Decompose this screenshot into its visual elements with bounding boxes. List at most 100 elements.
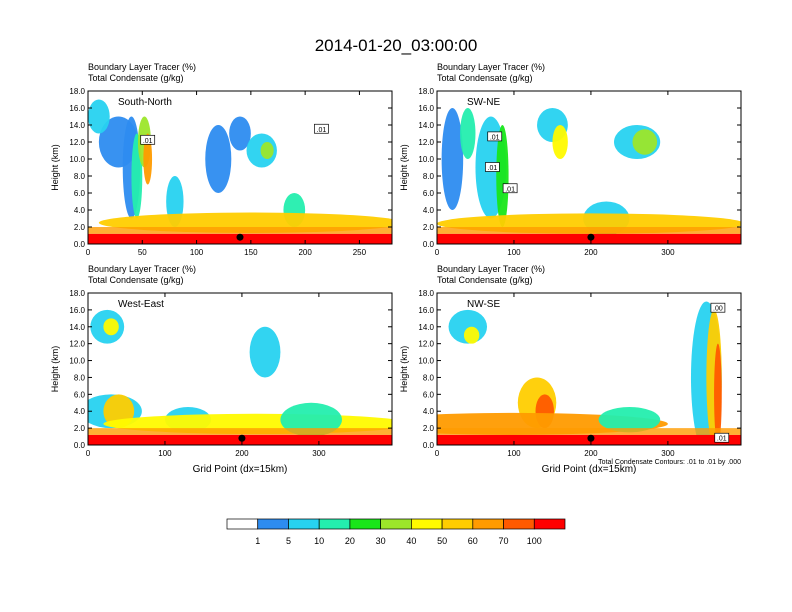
panel-subtitle-condensate: Total Condensate (g/kg) <box>437 73 533 83</box>
colorbar-label: 100 <box>527 536 542 546</box>
tracer-field <box>437 108 741 244</box>
x-tick-label: 200 <box>235 449 249 458</box>
panel-label: South-North <box>118 97 172 108</box>
y-tick-label: 18.0 <box>69 289 85 298</box>
y-tick-label: 14.0 <box>69 323 85 332</box>
y-tick-label: 18.0 <box>418 87 434 96</box>
colorbar-swatch <box>441 518 474 530</box>
y-tick-label: 8.0 <box>423 373 435 382</box>
y-tick-label: 10.0 <box>69 357 85 366</box>
y-tick-label: 18.0 <box>69 87 85 96</box>
colorbar-label: 40 <box>406 536 416 546</box>
panel-4: 0.0 2.0 4.0 6.0 8.0 10.0 12.0 14.0 16.0 18.0 0 100 2… <box>399 264 742 475</box>
y-tick-label: 8.0 <box>423 172 435 181</box>
contour-label: .01 <box>143 138 153 145</box>
x-tick-label: 100 <box>158 449 172 458</box>
field-blob <box>280 402 342 437</box>
field-blob <box>460 108 476 159</box>
y-axis-label: Height (km) <box>50 144 60 191</box>
y-tick-label: 2.0 <box>423 223 435 232</box>
x-tick-label: 0 <box>435 248 440 257</box>
plot-frame <box>87 292 393 446</box>
y-tick-label: 0.0 <box>74 441 86 450</box>
y-tick-label: 16.0 <box>69 306 85 315</box>
colorbar: 1 5 10 20 30 40 50 60 70 100 <box>226 518 566 546</box>
colorbar-label: 30 <box>376 536 386 546</box>
colorbar-label: 20 <box>345 536 355 546</box>
field-blob <box>552 125 568 159</box>
y-tick-label: 16.0 <box>69 104 85 113</box>
contour-label: .00 <box>713 306 723 313</box>
colorbar-label: 10 <box>314 536 324 546</box>
x-tick-label: 0 <box>86 449 91 458</box>
y-tick-label: 14.0 <box>69 121 85 130</box>
y-tick-label: 10.0 <box>69 155 85 164</box>
contour-note: Total Condensate Contours: .01 to .01 by… <box>598 459 741 466</box>
y-tick-label: 0.0 <box>423 441 435 450</box>
y-tick-label: 10.0 <box>418 155 434 164</box>
contour-label-box <box>714 432 730 443</box>
contour-label: .01 <box>717 436 727 443</box>
panel-3: 0.0 2.0 4.0 6.0 8.0 10.0 12.0 14.0 16.0 18.0 0 100 2… <box>50 264 393 475</box>
location-marker <box>238 434 246 442</box>
colorbar-label: 50 <box>437 536 447 546</box>
y-tick-label: 12.0 <box>418 340 434 349</box>
x-tick-label: 100 <box>507 248 521 257</box>
contour-label-box <box>140 134 156 145</box>
y-tick-label: 2.0 <box>423 424 435 433</box>
y-axis-label: Height (km) <box>399 144 409 191</box>
panel-subtitle-tracer: Boundary Layer Tracer (%) <box>437 62 545 72</box>
x-tick-label: 300 <box>312 449 326 458</box>
x-tick-label: 100 <box>190 248 204 257</box>
x-tick-label: 300 <box>661 248 675 257</box>
surface-layer <box>88 227 392 234</box>
y-tick-label: 12.0 <box>418 138 434 147</box>
y-tick-label: 14.0 <box>418 323 434 332</box>
field-blob <box>205 125 232 193</box>
panel-label: West-East <box>118 299 164 310</box>
tracer-field <box>88 99 392 244</box>
colorbar-swatch <box>472 518 504 530</box>
y-tick-label: 2.0 <box>74 424 86 433</box>
y-tick-label: 6.0 <box>423 189 435 198</box>
y-tick-label: 0.0 <box>74 240 86 249</box>
colorbar-swatch <box>503 518 535 530</box>
panel-2: 0.0 2.0 4.0 6.0 8.0 10.0 12.0 14.0 16.0 18.0 0 100 2… <box>399 62 742 257</box>
y-tick-label: 6.0 <box>74 390 86 399</box>
contour-label-box <box>314 123 329 134</box>
y-tick-label: 16.0 <box>418 104 434 113</box>
panel-subtitle-tracer: Boundary Layer Tracer (%) <box>88 62 196 72</box>
y-axis-label: Height (km) <box>50 346 60 393</box>
colorbar-label: 1 <box>255 536 260 546</box>
colorbar-swatch <box>257 518 289 530</box>
x-tick-label: 200 <box>584 449 598 458</box>
colorbar-swatch <box>411 518 443 530</box>
field-blob <box>714 343 722 445</box>
x-tick-label: 0 <box>86 248 91 257</box>
y-tick-label: 10.0 <box>418 357 434 366</box>
panel-label: SW-NE <box>467 97 500 108</box>
panel-label: NW-SE <box>467 299 500 310</box>
colorbar-swatch <box>349 518 381 530</box>
colorbar-swatch <box>226 518 259 530</box>
x-tick-label: 200 <box>298 248 312 257</box>
y-tick-label: 2.0 <box>74 223 86 232</box>
y-tick-label: 6.0 <box>74 189 86 198</box>
x-tick-label: 300 <box>661 449 675 458</box>
contour-label-box <box>502 183 518 194</box>
y-axis-label: Height (km) <box>399 346 409 393</box>
x-tick-label: 50 <box>138 248 147 257</box>
y-tick-label: 4.0 <box>423 407 435 416</box>
colorbar-swatch <box>380 518 412 530</box>
x-tick-label: 150 <box>244 248 258 257</box>
y-tick-label: 16.0 <box>418 306 434 315</box>
tracer-field <box>88 309 392 445</box>
x-tick-label: 200 <box>584 248 598 257</box>
field-blob <box>463 326 480 344</box>
location-marker <box>587 434 595 442</box>
panel-subtitle-condensate: Total Condensate (g/kg) <box>88 73 184 83</box>
x-tick-label: 0 <box>435 449 440 458</box>
field-blob <box>260 142 274 159</box>
panel-subtitle-condensate: Total Condensate (g/kg) <box>88 275 184 285</box>
